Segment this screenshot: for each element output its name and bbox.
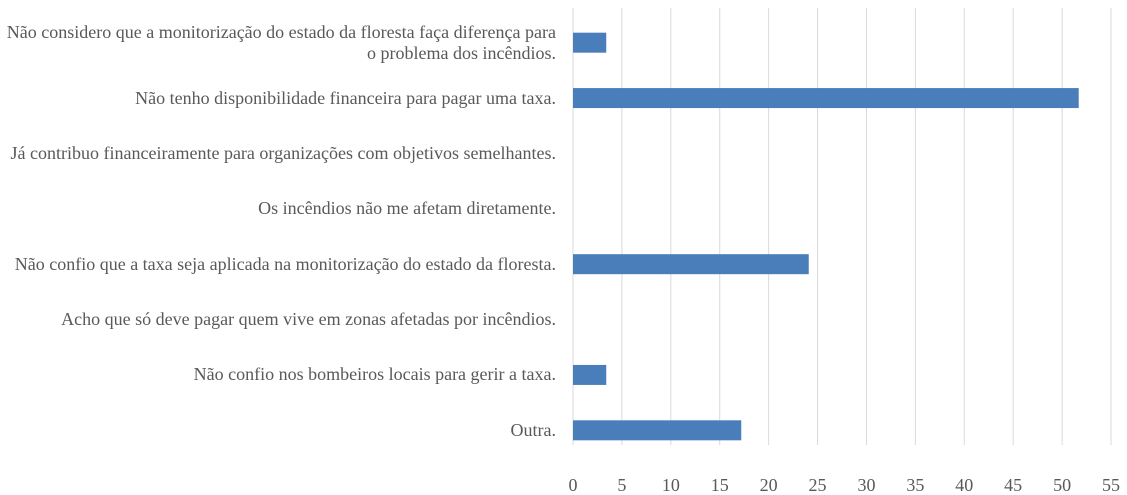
x-tick-label: 5 bbox=[617, 475, 626, 495]
category-text: Não considero que a monitorização do est… bbox=[6, 21, 556, 63]
x-tick-label: 25 bbox=[809, 475, 827, 495]
category-text: Não tenho disponibilidade financeira par… bbox=[135, 87, 556, 108]
bar bbox=[573, 420, 742, 441]
category-text: Não confio nos bombeiros locais para ger… bbox=[193, 364, 556, 385]
category-label: Não considero que a monitorização do est… bbox=[0, 15, 556, 70]
bar bbox=[573, 254, 809, 275]
x-tick-label: 15 bbox=[711, 475, 729, 495]
category-text: Já contribuo financeiramente para organi… bbox=[10, 142, 556, 163]
bar bbox=[573, 32, 607, 53]
category-text: Não confio que a taxa seja aplicada na m… bbox=[14, 253, 556, 274]
x-tick-label: 55 bbox=[1102, 475, 1120, 495]
category-text: Acho que só deve pagar quem vive em zona… bbox=[61, 309, 556, 330]
category-label: Outra. bbox=[0, 403, 556, 458]
bar bbox=[573, 88, 1079, 109]
category-label: Já contribuo financeiramente para organi… bbox=[0, 126, 556, 181]
x-tick-label: 20 bbox=[760, 475, 778, 495]
bar bbox=[573, 364, 607, 385]
category-label: Acho que só deve pagar quem vive em zona… bbox=[0, 292, 556, 347]
x-tick-label: 50 bbox=[1053, 475, 1071, 495]
x-tick-label: 0 bbox=[569, 475, 578, 495]
x-tick-label: 35 bbox=[906, 475, 924, 495]
category-label: Não confio que a taxa seja aplicada na m… bbox=[0, 237, 556, 292]
category-label: Os incêndios não me afetam diretamente. bbox=[0, 181, 556, 236]
category-text: Outra. bbox=[510, 419, 556, 440]
category-label: Não tenho disponibilidade financeira par… bbox=[0, 70, 556, 125]
x-tick-label: 40 bbox=[955, 475, 973, 495]
category-text: Os incêndios não me afetam diretamente. bbox=[258, 198, 556, 219]
x-tick-label: 30 bbox=[857, 475, 875, 495]
x-tick-label: 10 bbox=[662, 475, 680, 495]
x-tick-label: 45 bbox=[1004, 475, 1022, 495]
category-label: Não confio nos bombeiros locais para ger… bbox=[0, 347, 556, 402]
